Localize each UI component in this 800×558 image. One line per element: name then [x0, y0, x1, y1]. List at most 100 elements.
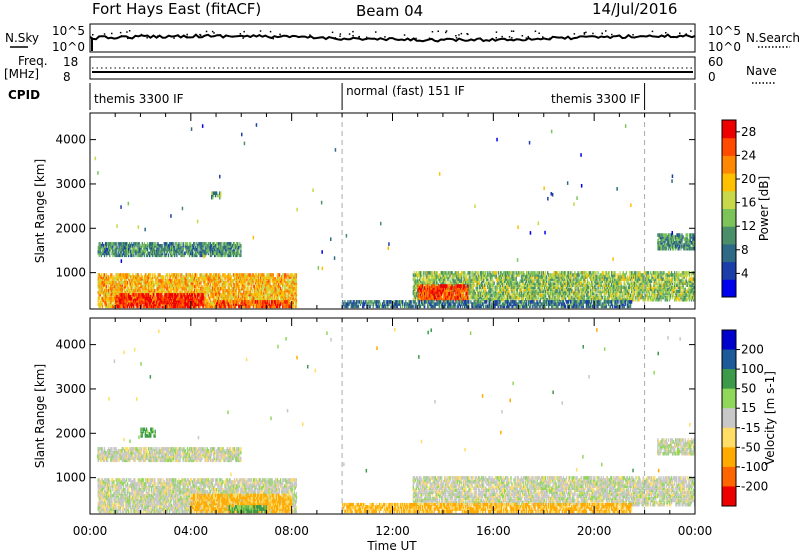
nsearch-point	[352, 31, 354, 33]
nsearch-point	[584, 33, 586, 35]
nsearch-point	[309, 34, 311, 36]
echo-cell	[176, 254, 177, 258]
nsearch-point	[332, 32, 334, 33]
nsearch-point	[611, 34, 613, 36]
echo-cell	[539, 271, 540, 275]
nsearch-point	[120, 32, 122, 34]
nsearch-point	[438, 31, 440, 33]
echo-cell	[163, 275, 164, 279]
echo-cell	[194, 299, 195, 303]
echo-cell	[230, 300, 231, 304]
nsearch-point	[273, 38, 275, 40]
nsearch-point	[509, 36, 511, 38]
echo-cell	[134, 293, 135, 297]
echo-cell	[220, 275, 221, 279]
echo-cell	[494, 281, 495, 285]
echo-cell	[102, 305, 103, 309]
echo-cell	[150, 273, 151, 277]
nsearch-point	[290, 36, 292, 38]
plot-title: Fort Hays East (fitACF)	[92, 0, 261, 18]
echo-cell	[115, 242, 116, 246]
echo-cell	[432, 271, 433, 275]
nsearch-point	[574, 33, 576, 35]
echo-cell	[247, 287, 248, 291]
echo-cell	[267, 300, 268, 304]
echo-cell	[421, 271, 422, 275]
nsearch-point	[173, 37, 175, 39]
nsearch-point	[665, 32, 667, 34]
echo-cell	[178, 293, 179, 297]
echo-cell	[133, 254, 134, 258]
echo-cell	[111, 273, 112, 277]
nsearch-point	[127, 38, 129, 40]
nsearch-label: N.Search	[746, 31, 800, 45]
nsearch-point	[404, 34, 406, 36]
echo-cell	[131, 297, 132, 301]
echo-cell	[474, 283, 475, 287]
nave-top-tick: 60	[708, 55, 723, 69]
nsearch-point	[686, 33, 688, 35]
nave-bottom-tick: 0	[708, 70, 716, 84]
nsearch-point	[384, 36, 386, 38]
nsearch-point	[121, 35, 123, 37]
nsearch-point	[461, 33, 463, 35]
nsearch-bottom-tick: 10^0	[708, 40, 741, 54]
nsearch-point	[467, 34, 469, 36]
nsearch-point	[522, 35, 524, 37]
freq-top-tick: 18	[63, 55, 78, 69]
echo-cell	[223, 300, 224, 304]
nsearch-point	[592, 33, 594, 35]
echo-cell	[423, 271, 424, 275]
nave-label: Nave	[746, 64, 777, 78]
nsearch-top-tick: 10^5	[708, 24, 741, 38]
beam-label: Beam 04	[356, 2, 423, 20]
nsearch-point	[280, 35, 282, 37]
cpid-label: CPID	[8, 88, 40, 102]
nsearch-point	[455, 35, 457, 37]
echo-cell	[178, 273, 179, 277]
echo-cell	[498, 271, 499, 275]
nsearch-point	[652, 31, 654, 32]
echo-cell	[296, 299, 297, 303]
echo-cell	[236, 291, 237, 295]
echo-cell	[296, 279, 297, 283]
nsearch-point	[212, 31, 214, 33]
echo-cell	[192, 293, 193, 297]
echo-cell	[240, 250, 241, 254]
echo-cell	[237, 242, 238, 246]
echo-cell	[168, 254, 169, 258]
nsearch-point	[279, 34, 281, 36]
nsearch-point	[126, 31, 128, 33]
echo-cell	[252, 289, 253, 293]
nsearch-point	[146, 37, 148, 39]
nsearch-point	[213, 32, 215, 34]
nsearch-point	[92, 34, 94, 36]
nsky-bottom-tick: 10^0	[52, 40, 85, 54]
nsearch-point	[511, 37, 512, 39]
nsearch-point	[560, 37, 562, 39]
echo-cell	[183, 242, 184, 246]
echo-cell	[242, 300, 243, 304]
nsearch-point	[513, 31, 515, 33]
nsearch-point	[352, 35, 354, 37]
nsearch-point	[129, 30, 131, 32]
nsearch-point	[243, 31, 245, 33]
nsearch-point	[496, 37, 498, 39]
nsearch-point	[432, 31, 434, 33]
echo-cell	[224, 305, 225, 309]
nsearch-point	[111, 33, 113, 35]
echo-cell	[253, 305, 254, 309]
nsearch-point	[632, 34, 634, 36]
nsearch-point	[186, 36, 188, 38]
echo-cell	[180, 242, 181, 246]
echo-cell	[101, 273, 102, 277]
nsearch-point	[446, 30, 448, 32]
cpid-mode-label: themis 3300 IF	[551, 92, 641, 106]
nsearch-point	[429, 38, 431, 40]
echo-cell	[469, 275, 470, 279]
nsearch-point	[375, 31, 377, 33]
nsearch-point	[542, 36, 544, 38]
